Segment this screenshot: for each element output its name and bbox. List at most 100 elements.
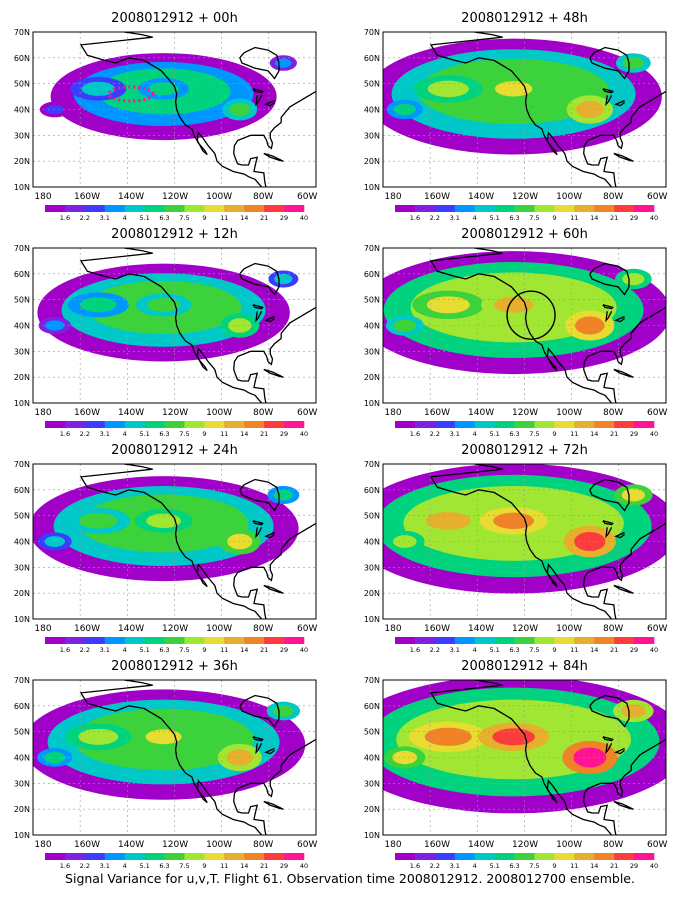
coastline (79, 248, 316, 403)
coastline-east (233, 522, 316, 619)
colorbar-tick-label: 1.6 (60, 862, 70, 870)
colorbar-swatch (395, 421, 416, 428)
colorbar-swatch (84, 421, 106, 428)
colorbar-tick-label: 1.6 (60, 214, 70, 222)
colorbar-swatch (474, 853, 495, 860)
lat-tick-label: 50N (364, 512, 380, 521)
coastline (429, 680, 666, 835)
colorbar-swatch (434, 205, 456, 212)
colorbar-swatch (224, 853, 245, 860)
colorbar-tick-label: 6.3 (509, 430, 519, 438)
colorbar-tick-label: 29 (630, 430, 638, 438)
lat-tick-label: 50N (364, 728, 380, 737)
lon-tick-label: 120W (512, 408, 538, 418)
colorbar-swatch (554, 205, 575, 212)
colorbar-swatch (144, 205, 165, 212)
map-panel-24h: 2008012912 + 24h 10N 20N 30N 40N 50N 60N 70N 180… (14, 443, 318, 654)
panel-title: 2008012912 + 60h (461, 227, 588, 242)
coastline-east (583, 522, 666, 619)
lat-tick-label: 70N (364, 244, 380, 253)
panel-title: 2008012912 + 00h (111, 11, 238, 26)
variance-contour (622, 57, 644, 69)
colorbar-tick-label: 6.3 (509, 214, 519, 222)
lat-tick-label: 60N (14, 486, 30, 495)
coastline-cuba (613, 152, 634, 162)
lat-tick-label: 50N (364, 80, 380, 89)
colorbar-swatch (514, 853, 535, 860)
colorbar-tick-label: 3.1 (450, 646, 460, 654)
colorbar-swatch (414, 853, 436, 860)
colorbar-swatch (594, 637, 615, 644)
coastline-hudson-bay (589, 478, 630, 512)
lon-tick-label: 140W (118, 624, 144, 634)
map-frame (32, 247, 317, 404)
lat-tick-label: 60N (364, 486, 380, 495)
coastline-cuba (613, 368, 634, 378)
lat-tick-label: 30N (14, 131, 30, 140)
lat-tick-label: 40N (364, 538, 380, 547)
lon-tick-label: 60W (647, 840, 667, 850)
colorbar-tick-label: 4 (473, 430, 477, 438)
lat-tick-label: 70N (364, 676, 380, 685)
colorbar-swatch (534, 205, 555, 212)
colorbar-tick-label: 4 (123, 646, 127, 654)
colorbar-tick-label: 40 (650, 430, 658, 438)
lon-tick-label: 160W (74, 408, 100, 418)
map-panel-48h: 2008012912 + 48h 10N 20N 30N 40N 50N 60N 70N 180… (364, 11, 668, 222)
colorbar-tick-label: 29 (280, 214, 288, 222)
colorbar-swatch (634, 637, 655, 644)
lon-tick-label: 100W (556, 840, 582, 850)
colorbar-tick-label: 40 (650, 214, 658, 222)
lat-tick-label: 50N (14, 512, 30, 521)
colorbar-swatch (84, 853, 106, 860)
lon-tick-label: 180 (384, 192, 401, 202)
colorbar-swatch (224, 421, 245, 428)
lon-tick-label: 180 (34, 624, 51, 634)
colorbar-swatch (454, 421, 475, 428)
lat-tick-label: 10N (14, 615, 30, 624)
colorbar-swatch (45, 205, 66, 212)
lon-tick-label: 140W (468, 192, 494, 202)
coastline (429, 248, 666, 403)
variance-field (383, 32, 666, 187)
lat-tick-label: 70N (14, 676, 30, 685)
lat-tick-label: 30N (14, 347, 30, 356)
colorbar-swatch (494, 637, 515, 644)
observation-track-marker (107, 85, 155, 103)
colorbar-swatch (144, 421, 165, 428)
colorbar-tick-label: 21 (610, 646, 618, 654)
lon-tick-label: 180 (384, 624, 401, 634)
variance-contour (79, 513, 118, 529)
colorbar-tick-label: 21 (260, 646, 268, 654)
lat-tick-label: 20N (364, 373, 380, 382)
colorbar-swatch (124, 421, 145, 428)
colorbar-swatch (594, 853, 615, 860)
lat-tick-label: 30N (364, 779, 380, 788)
colorbar-swatch (454, 205, 475, 212)
lon-tick-label: 180 (384, 840, 401, 850)
colorbar-swatch (634, 421, 655, 428)
colorbar-swatch (45, 853, 66, 860)
lon-tick-label: 100W (556, 408, 582, 418)
great-lake (602, 304, 614, 310)
great-lake (255, 527, 263, 539)
colorbar-tick-label: 40 (650, 862, 658, 870)
panel-title: 2008012912 + 84h (461, 659, 588, 674)
lon-tick-label: 140W (118, 408, 144, 418)
lat-tick-label: 30N (14, 563, 30, 572)
lat-tick-label: 40N (14, 322, 30, 331)
lon-tick-label: 60W (647, 408, 667, 418)
colorbar-tick-label: 3.1 (100, 430, 110, 438)
colorbar-swatch (184, 637, 205, 644)
great-lake (602, 88, 614, 94)
lat-tick-label: 40N (14, 106, 30, 115)
lat-tick-label: 40N (14, 754, 30, 763)
colorbar-swatch (414, 421, 436, 428)
colorbar-swatch (514, 421, 535, 428)
colorbar-swatch (164, 421, 185, 428)
lon-tick-label: 120W (162, 840, 188, 850)
coastline-hudson-bay (589, 46, 630, 80)
colorbar-tick-label: 40 (300, 862, 308, 870)
colorbar-swatch (244, 853, 265, 860)
